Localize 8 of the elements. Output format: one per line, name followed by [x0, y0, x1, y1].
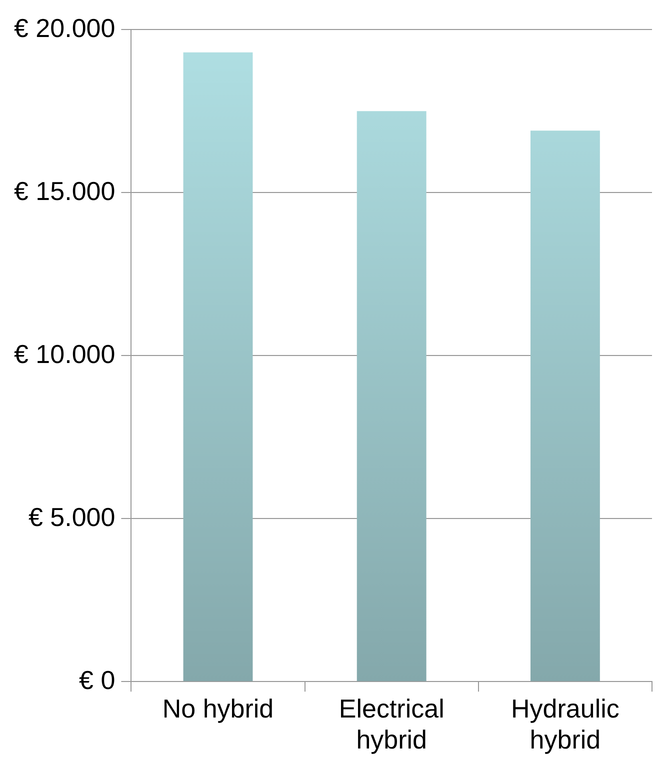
- x-tick-label: No hybrid: [162, 693, 274, 724]
- x-tick-label: Hydraulic hybrid: [511, 693, 620, 755]
- y-tick-label: € 15.000: [14, 176, 116, 206]
- y-tick-label: € 5.000: [28, 502, 116, 532]
- y-tick-label: € 20.000: [14, 12, 116, 43]
- x-tick-label: Electrical hybrid: [338, 693, 444, 755]
- y-tick-label: € 10.000: [14, 338, 116, 369]
- y-tick-label: € 0: [79, 664, 116, 695]
